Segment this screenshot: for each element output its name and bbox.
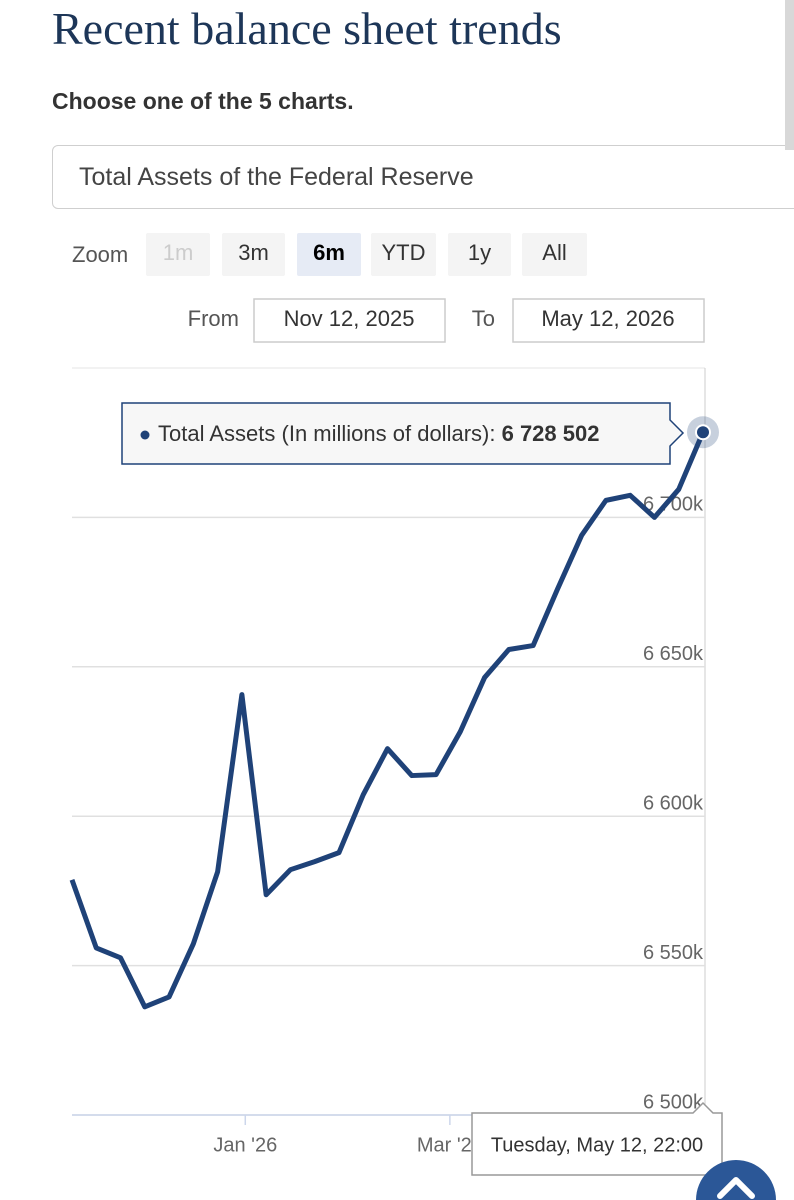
zoom-button-label[interactable]: 6m xyxy=(313,240,345,265)
from-value[interactable]: Nov 12, 2025 xyxy=(284,306,415,331)
to-input[interactable] xyxy=(512,298,705,343)
scroll-edge xyxy=(785,0,794,150)
tooltip-text: Total Assets (In millions of dollars): 6… xyxy=(158,421,599,446)
x-tick-label: Jan '26 xyxy=(213,1134,277,1156)
zoom-button-label[interactable]: 1m xyxy=(163,240,194,265)
scroll-top-icon[interactable] xyxy=(717,1177,755,1199)
zoom-button[interactable] xyxy=(297,233,361,276)
y-tick-label: 6 550k xyxy=(643,942,704,964)
hover-point xyxy=(695,424,711,441)
zoom-button[interactable] xyxy=(448,233,511,276)
page-title: Recent balance sheet trends xyxy=(52,3,562,54)
crosshair-label: Tuesday, May 12, 22:00 xyxy=(491,1134,703,1156)
zoom-button-label[interactable]: 1y xyxy=(468,240,491,265)
zoom-button-label[interactable]: YTD xyxy=(382,240,426,265)
zoom-button[interactable] xyxy=(146,233,210,276)
to-label: To xyxy=(472,306,495,331)
from-input[interactable] xyxy=(253,298,446,343)
tooltip-dot xyxy=(140,430,150,440)
to-value[interactable]: May 12, 2026 xyxy=(541,306,674,331)
tooltip-series-name: Total Assets (In millions of dollars): xyxy=(158,421,495,446)
zoom-button[interactable] xyxy=(371,233,436,276)
tooltip-box xyxy=(121,402,685,465)
zoom-label: Zoom xyxy=(72,242,128,267)
line xyxy=(69,431,706,1010)
crosshair-label-box xyxy=(471,1101,723,1176)
zoom-button-label[interactable]: 3m xyxy=(238,240,269,265)
tooltip-value: 6 728 502 xyxy=(502,421,600,446)
prompt: Choose one of the 5 charts. xyxy=(52,88,354,114)
y-tick-label: 6 500k xyxy=(643,1091,704,1113)
zoom-button[interactable] xyxy=(222,233,285,276)
from-label: From xyxy=(188,306,239,331)
y-tick-label: 6 600k xyxy=(643,792,704,814)
zoom-button-label[interactable]: All xyxy=(542,240,566,265)
y-tick-label: 6 650k xyxy=(643,643,704,665)
zoom-button[interactable] xyxy=(522,233,587,276)
chart-select[interactable]: Total Assets of the Federal Reserve xyxy=(52,145,794,209)
x-tick-label: Mar '26 xyxy=(417,1134,483,1156)
